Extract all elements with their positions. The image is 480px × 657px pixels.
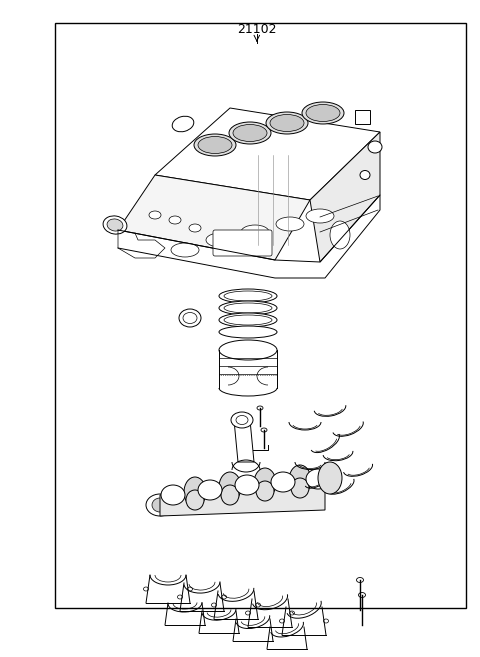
Ellipse shape [271,472,295,492]
Ellipse shape [245,611,251,615]
Ellipse shape [149,211,161,219]
Ellipse shape [276,217,304,231]
Ellipse shape [270,114,304,131]
Ellipse shape [236,415,248,424]
Ellipse shape [233,124,267,141]
Ellipse shape [212,603,216,607]
Ellipse shape [219,340,277,360]
Ellipse shape [219,313,277,327]
Ellipse shape [257,406,263,410]
Ellipse shape [188,587,192,591]
Ellipse shape [161,485,185,505]
Ellipse shape [221,485,239,505]
Ellipse shape [107,219,123,231]
Ellipse shape [179,309,201,327]
Ellipse shape [330,221,350,249]
Ellipse shape [194,134,236,156]
Polygon shape [234,420,254,462]
Ellipse shape [219,472,241,502]
Text: 21102: 21102 [237,23,276,36]
Ellipse shape [229,122,271,144]
Ellipse shape [198,480,222,500]
Ellipse shape [289,465,311,495]
Ellipse shape [206,233,234,247]
Polygon shape [155,108,380,200]
FancyBboxPatch shape [213,230,272,256]
Ellipse shape [183,313,197,323]
Ellipse shape [219,289,277,303]
Ellipse shape [306,469,330,489]
Ellipse shape [279,619,285,623]
Ellipse shape [224,303,272,313]
Ellipse shape [144,587,148,591]
Ellipse shape [368,141,382,153]
Ellipse shape [324,619,328,623]
Ellipse shape [152,498,168,512]
Bar [355,110,370,124]
Ellipse shape [360,171,370,179]
Ellipse shape [306,104,340,122]
Ellipse shape [103,216,127,234]
Ellipse shape [254,468,276,498]
Ellipse shape [184,477,206,507]
Ellipse shape [172,116,194,132]
Ellipse shape [189,224,201,232]
Ellipse shape [171,243,199,257]
Ellipse shape [235,475,259,495]
Ellipse shape [359,593,365,597]
Polygon shape [118,175,310,260]
Ellipse shape [219,301,277,315]
Ellipse shape [219,326,277,338]
Ellipse shape [302,102,344,124]
Ellipse shape [266,112,308,134]
Ellipse shape [231,412,253,428]
Polygon shape [310,132,380,262]
Ellipse shape [169,216,181,224]
Ellipse shape [306,209,334,223]
Ellipse shape [291,478,309,498]
Bar [55,23,466,608]
Ellipse shape [146,494,174,516]
Ellipse shape [318,462,342,494]
Ellipse shape [224,315,272,325]
Ellipse shape [357,578,363,583]
Ellipse shape [186,490,204,510]
Ellipse shape [261,428,267,432]
Ellipse shape [221,595,227,599]
Ellipse shape [255,603,261,607]
Ellipse shape [256,481,274,501]
Ellipse shape [241,225,269,239]
Ellipse shape [198,137,232,154]
Ellipse shape [224,291,272,301]
Ellipse shape [289,611,295,615]
Polygon shape [160,480,325,516]
Ellipse shape [178,595,182,599]
